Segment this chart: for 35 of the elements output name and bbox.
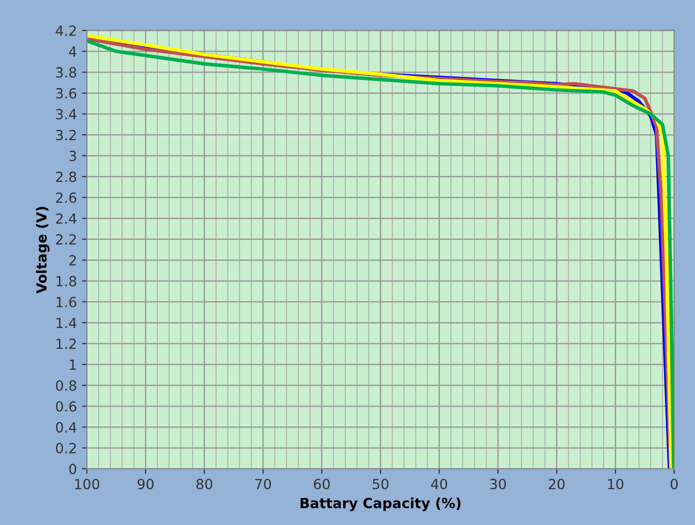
x-tick-label: 0 <box>670 478 678 490</box>
y-tick-label: 3 <box>69 150 76 162</box>
y-tick-label: 4.2 <box>56 25 76 36</box>
y-tick-label: 3.2 <box>56 130 76 140</box>
y-tick-label: 0.8 <box>56 380 76 391</box>
x-tick-label: 50 <box>372 478 388 490</box>
x-tick-label: 100 <box>75 478 100 490</box>
y-axis-title: Voltage (V) <box>36 206 50 294</box>
x-tick-label: 60 <box>314 478 330 490</box>
y-tick-label: 4 <box>68 46 76 57</box>
x-tick-label: 40 <box>431 478 448 490</box>
y-tick-label: 0.2 <box>56 442 76 454</box>
y-tick-label: 2.8 <box>56 172 76 182</box>
y-tick-label: 0.4 <box>56 422 76 433</box>
x-tick-label: 90 <box>138 478 154 490</box>
x-tick-label: 20 <box>548 478 565 490</box>
y-tick-label: 2 <box>69 255 76 266</box>
y-tick-label: 0 <box>69 464 76 474</box>
x-tick-label: 70 <box>255 478 271 490</box>
y-tick-label: 3.4 <box>56 108 76 120</box>
y-tick-label: 1.2 <box>56 338 76 349</box>
y-tick-label: 0.6 <box>56 401 76 412</box>
y-tick-label: 1.6 <box>56 296 76 308</box>
y-tick-label: 2.2 <box>56 234 76 244</box>
y-tick-label: 2.4 <box>56 213 76 224</box>
y-tick-label: 3.8 <box>56 67 76 78</box>
x-tick-label: 80 <box>196 478 212 490</box>
y-tick-label: 2.6 <box>56 192 76 203</box>
y-tick-label: 3.6 <box>56 88 76 99</box>
x-axis-title: Battary Capacity (%) <box>300 498 460 512</box>
y-tick-label: 1.8 <box>56 276 76 286</box>
x-tick-label: 30 <box>490 478 506 490</box>
y-tick-label: 1.4 <box>56 318 76 328</box>
x-tick-label: 10 <box>608 478 624 490</box>
y-tick-label: 1 <box>70 360 76 370</box>
